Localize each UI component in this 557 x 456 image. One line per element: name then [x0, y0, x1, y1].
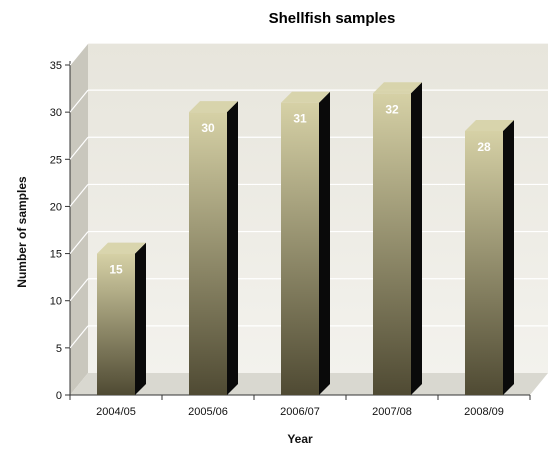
bar-front — [373, 93, 411, 396]
bar-2004/05: 15 — [97, 242, 146, 395]
y-tick-label: 0 — [56, 390, 62, 402]
x-axis-ticks: 2004/05 2005/06 2006/07 2007/08 2008/09 — [69, 395, 531, 418]
x-tick-label: 2008/09 — [464, 406, 504, 418]
y-tick-label: 25 — [50, 154, 62, 166]
x-tick-label: 2007/08 — [372, 406, 412, 418]
gridline-side — [69, 42, 89, 66]
data-label: 32 — [385, 102, 399, 116]
bar-2005/06: 30 — [189, 101, 238, 396]
y-tick-label: 5 — [56, 343, 62, 355]
bar-2007/08: 32 — [373, 82, 422, 396]
bar-front — [281, 102, 319, 395]
bar-side — [135, 242, 146, 395]
side-wall — [70, 43, 88, 395]
bar-2006/07: 31 — [281, 91, 330, 395]
bar-side — [503, 120, 514, 395]
bar-top — [465, 120, 514, 131]
y-axis-label: Number of samples — [15, 176, 29, 288]
data-label: 28 — [477, 140, 491, 154]
y-tick-label: 20 — [50, 201, 62, 213]
gridline-side — [69, 136, 89, 160]
gridline-side — [69, 325, 89, 349]
bar-top — [281, 91, 330, 103]
x-axis-label: Year — [287, 432, 313, 446]
bar-front — [97, 253, 135, 395]
gridline-side — [69, 89, 89, 113]
y-tick-label: 15 — [50, 249, 62, 261]
gridline-side — [69, 231, 89, 254]
gridline-side — [69, 184, 89, 207]
y-tick-label: 10 — [50, 296, 62, 308]
gridline-side — [69, 278, 89, 302]
bar-side — [411, 82, 422, 396]
data-label: 31 — [293, 112, 307, 126]
chart-title: Shellfish samples — [269, 10, 396, 27]
data-label: 30 — [201, 121, 215, 135]
x-tick-label: 2005/06 — [188, 406, 228, 418]
y-tick-label: 30 — [50, 107, 62, 119]
bar-side — [319, 91, 330, 395]
bar-top — [373, 82, 422, 94]
bar-side — [227, 101, 238, 396]
bar-2008/09: 28 — [465, 120, 514, 395]
data-label: 15 — [109, 263, 123, 277]
x-tick-label: 2004/05 — [96, 406, 136, 418]
bar-top — [97, 242, 146, 254]
y-tick-label: 35 — [50, 60, 62, 72]
x-tick-label: 2006/07 — [280, 406, 320, 418]
bar-front — [465, 131, 503, 395]
bars: 15 30 31 32 28 — [97, 82, 514, 396]
bar-top — [189, 101, 238, 113]
y-axis-ticks: 0 5 10 15 20 25 30 35 — [50, 60, 70, 402]
bar-front — [189, 112, 227, 396]
